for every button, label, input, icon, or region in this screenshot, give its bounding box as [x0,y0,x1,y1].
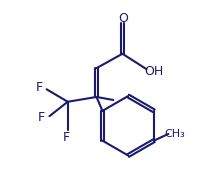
Text: F: F [63,131,70,144]
Text: O: O [118,12,128,25]
Text: CH₃: CH₃ [164,129,185,139]
Text: F: F [38,111,45,124]
Text: OH: OH [145,65,164,78]
Text: F: F [36,81,43,94]
